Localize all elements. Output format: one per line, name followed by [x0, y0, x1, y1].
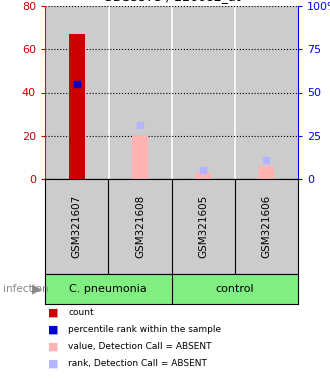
Bar	[69, 34, 84, 179]
Text: infection: infection	[3, 284, 49, 294]
Text: control: control	[215, 284, 254, 294]
Text: ▶: ▶	[32, 283, 42, 296]
Text: C. pneumonia: C. pneumonia	[69, 284, 147, 294]
Text: value, Detection Call = ABSENT: value, Detection Call = ABSENT	[68, 342, 212, 351]
Text: ■: ■	[48, 359, 59, 369]
Text: ■: ■	[48, 325, 59, 335]
Text: GSM321608: GSM321608	[135, 195, 145, 258]
Bar	[132, 136, 148, 179]
Text: ■: ■	[48, 308, 59, 318]
Bar	[195, 172, 211, 179]
Bar	[258, 166, 274, 179]
Text: rank, Detection Call = ABSENT: rank, Detection Call = ABSENT	[68, 359, 207, 368]
Text: GSM321605: GSM321605	[198, 195, 208, 258]
Text: GSM321607: GSM321607	[72, 195, 82, 258]
Title: GDS3573 / 226682_at: GDS3573 / 226682_at	[103, 0, 240, 3]
Bar	[236, 6, 297, 179]
Bar	[173, 6, 234, 179]
Text: percentile rank within the sample: percentile rank within the sample	[68, 325, 221, 334]
Text: ■: ■	[48, 342, 59, 352]
Bar	[46, 6, 107, 179]
Text: GSM321606: GSM321606	[261, 195, 271, 258]
Text: count: count	[68, 308, 94, 317]
Bar	[110, 6, 170, 179]
